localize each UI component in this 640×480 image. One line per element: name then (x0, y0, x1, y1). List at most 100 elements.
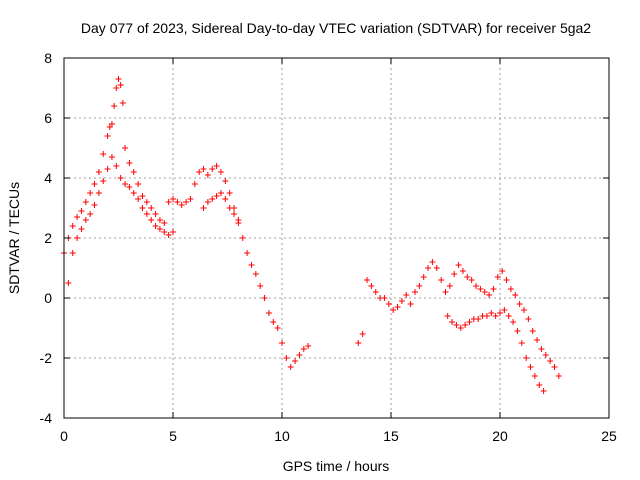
data-point (287, 364, 294, 370)
data-point (398, 298, 405, 304)
data-point (104, 166, 111, 172)
data-point (148, 205, 155, 211)
data-point (78, 208, 85, 214)
data-point (296, 352, 303, 358)
data-point (355, 340, 362, 346)
data-point (547, 358, 554, 364)
data-point (196, 169, 203, 175)
y-axis-label: SDTVAR / TECUs (6, 182, 22, 294)
data-point (523, 355, 530, 361)
data-point (139, 205, 146, 211)
data-point (481, 289, 488, 295)
data-point (420, 274, 427, 280)
data-point (503, 277, 510, 283)
data-point (231, 211, 238, 217)
y-tick-label: -2 (40, 350, 53, 366)
data-point (488, 310, 495, 316)
data-point (156, 217, 163, 223)
data-point (505, 313, 512, 319)
data-point (113, 163, 120, 169)
data-point (152, 223, 159, 229)
data-point (466, 319, 473, 325)
grid-lines (64, 58, 609, 418)
data-point (372, 289, 379, 295)
data-point (217, 169, 224, 175)
data-point (74, 214, 81, 220)
data-point (385, 301, 392, 307)
data-point (536, 382, 543, 388)
data-point (87, 190, 94, 196)
data-point (538, 346, 545, 352)
data-point (433, 265, 440, 271)
data-point (183, 199, 190, 205)
series-evening-trace (355, 259, 562, 379)
y-tick-label: 8 (44, 50, 52, 66)
data-point (514, 328, 521, 334)
x-tick-label: 10 (274, 428, 290, 444)
data-point (459, 268, 466, 274)
data-point (170, 229, 176, 235)
data-point (111, 103, 118, 109)
data-point (490, 286, 497, 292)
data-point (161, 220, 168, 226)
data-point (510, 319, 517, 325)
data-point (274, 325, 281, 331)
y-tick-label: 4 (44, 170, 52, 186)
data-point (477, 286, 484, 292)
data-point (551, 364, 558, 370)
data-point (213, 193, 220, 199)
data-point (178, 202, 185, 208)
data-point (442, 289, 449, 295)
data-point (451, 271, 458, 277)
data-point (416, 283, 423, 289)
data-point (534, 337, 541, 343)
data-point (126, 184, 133, 190)
data-point (473, 283, 480, 289)
data-point (529, 328, 536, 334)
data-point (300, 346, 307, 352)
data-point (499, 268, 506, 274)
data-point (135, 196, 142, 202)
data-point (126, 160, 133, 166)
data-point (257, 283, 264, 289)
data-point (74, 235, 81, 241)
data-point (512, 292, 519, 298)
data-point (91, 202, 98, 208)
data-point (222, 196, 229, 202)
data-point (368, 283, 375, 289)
data-point (200, 205, 207, 211)
data-point (209, 166, 216, 172)
data-point (82, 199, 89, 205)
x-tick-label: 0 (60, 428, 68, 444)
data-point (143, 199, 150, 205)
data-point (130, 169, 137, 175)
data-point (204, 172, 211, 178)
data-point (403, 292, 410, 298)
data-point (444, 313, 451, 319)
data-point (265, 310, 272, 316)
data-point (165, 199, 172, 205)
data-point (407, 301, 414, 307)
data-point (139, 193, 146, 199)
data-point (429, 259, 436, 265)
y-tick-label: 2 (44, 230, 52, 246)
data-point (174, 199, 181, 205)
data-point (226, 190, 233, 196)
data-point (200, 166, 207, 172)
data-point (555, 373, 562, 379)
data-point (516, 301, 523, 307)
data-point (78, 226, 85, 232)
data-point (248, 262, 255, 268)
data-point (455, 262, 462, 268)
series-lower-branch (65, 154, 242, 286)
data-point (270, 319, 277, 325)
data-point (507, 286, 514, 292)
data-point (520, 307, 527, 313)
data-point (468, 277, 475, 283)
data-point (540, 388, 547, 394)
data-point (187, 196, 194, 202)
data-point (531, 373, 538, 379)
data-point (518, 340, 525, 346)
data-point (453, 322, 460, 328)
y-tick-label: 6 (44, 110, 52, 126)
